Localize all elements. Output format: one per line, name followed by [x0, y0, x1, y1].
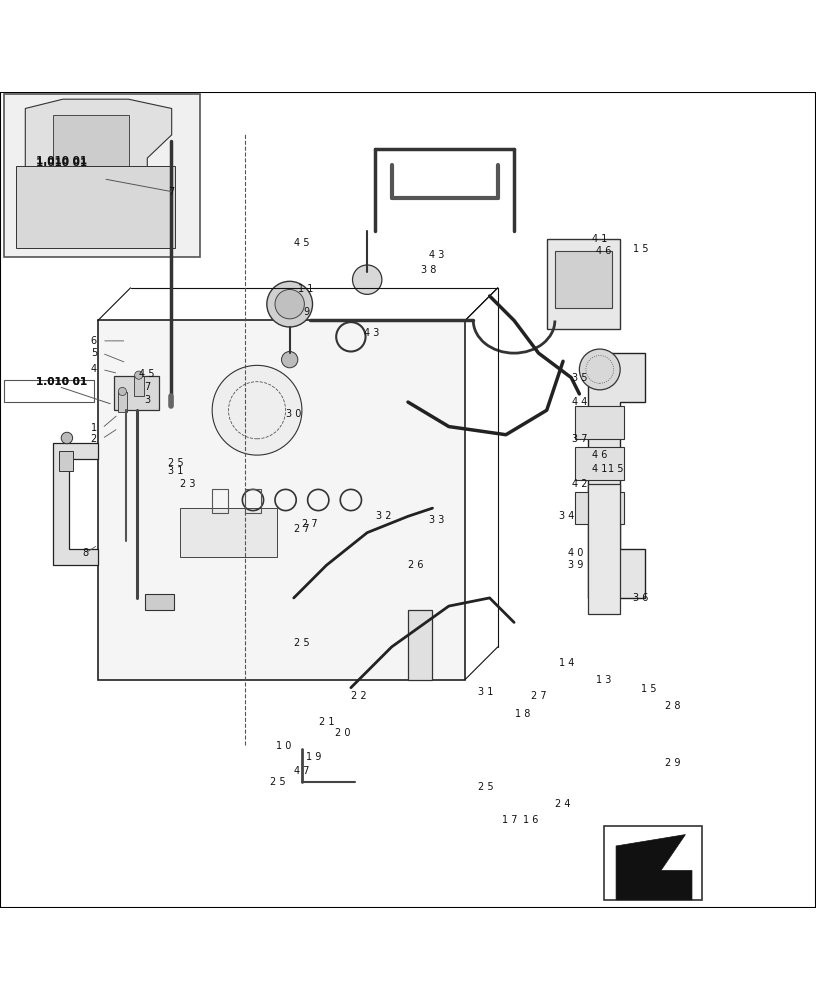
- Bar: [575, 492, 624, 524]
- Text: 3 3: 3 3: [429, 515, 444, 525]
- Bar: [114, 376, 159, 410]
- Polygon shape: [588, 353, 645, 598]
- Text: 4 3: 4 3: [364, 328, 379, 338]
- Bar: [134, 376, 144, 396]
- Polygon shape: [54, 115, 129, 166]
- Text: 1 3: 1 3: [596, 675, 611, 685]
- Text: 1.010 01: 1.010 01: [36, 158, 86, 168]
- Bar: [212, 489, 228, 513]
- Text: 1.010 01: 1.010 01: [36, 156, 86, 166]
- Text: 1 8: 1 8: [515, 709, 530, 719]
- Bar: [180, 508, 277, 557]
- Circle shape: [118, 387, 126, 396]
- Text: 3 0: 3 0: [286, 409, 301, 419]
- Text: 2 8: 2 8: [666, 701, 681, 711]
- Bar: [604, 826, 702, 900]
- Text: 5: 5: [91, 348, 97, 358]
- Text: 2 5: 2 5: [269, 777, 286, 787]
- Text: 2 4: 2 4: [556, 799, 570, 809]
- Text: 1 5: 1 5: [633, 244, 648, 254]
- Text: 1: 1: [91, 423, 97, 433]
- Text: 2 6: 2 6: [409, 560, 424, 570]
- Text: 3 1: 3 1: [168, 466, 183, 476]
- Text: 2 7: 2 7: [302, 519, 318, 529]
- Text: 4 5: 4 5: [295, 238, 309, 248]
- Polygon shape: [616, 835, 692, 900]
- Circle shape: [267, 281, 313, 327]
- Text: 3 7: 3 7: [572, 434, 587, 444]
- Text: 1 9: 1 9: [307, 752, 322, 762]
- Bar: [145, 594, 174, 610]
- Bar: [555, 251, 612, 308]
- Circle shape: [579, 349, 620, 390]
- Text: 2 9: 2 9: [666, 758, 681, 768]
- Text: 3 4: 3 4: [560, 511, 574, 521]
- Text: 2 2: 2 2: [351, 691, 367, 701]
- Text: 4 7: 4 7: [295, 766, 309, 776]
- Circle shape: [275, 289, 304, 319]
- Text: 4 3: 4 3: [429, 250, 444, 260]
- Text: 2 1: 2 1: [319, 717, 334, 727]
- Text: 1 1: 1 1: [299, 284, 313, 294]
- Text: 1 7: 1 7: [503, 815, 517, 825]
- Text: 3 1: 3 1: [478, 687, 493, 697]
- Text: 4 1: 4 1: [592, 234, 607, 244]
- Text: 4 5: 4 5: [140, 369, 154, 379]
- Text: 1.010 01: 1.010 01: [36, 377, 86, 387]
- Polygon shape: [98, 320, 465, 680]
- Bar: [4, 380, 94, 402]
- Text: 9: 9: [303, 307, 309, 317]
- Text: 3 5: 3 5: [572, 373, 587, 383]
- Bar: [118, 392, 127, 412]
- Circle shape: [212, 365, 302, 455]
- Text: 4 6: 4 6: [596, 246, 611, 256]
- Text: 2 5: 2 5: [294, 638, 310, 648]
- Bar: [588, 484, 620, 614]
- Text: 1 4: 1 4: [560, 658, 574, 668]
- Text: 3: 3: [144, 395, 150, 405]
- Bar: [575, 406, 624, 439]
- Text: 2: 2: [91, 434, 97, 444]
- Text: 4 1: 4 1: [592, 464, 607, 474]
- Text: 2 0: 2 0: [335, 728, 350, 738]
- Text: 3 6: 3 6: [633, 593, 648, 603]
- Text: 3 9: 3 9: [568, 560, 583, 570]
- Text: 4 2: 4 2: [572, 479, 587, 489]
- Bar: [575, 447, 624, 480]
- Text: 7: 7: [144, 382, 150, 392]
- Text: 3 2: 3 2: [376, 511, 391, 521]
- Polygon shape: [25, 99, 171, 243]
- Polygon shape: [16, 166, 175, 248]
- Circle shape: [61, 432, 73, 444]
- Text: 2 5: 2 5: [167, 458, 184, 468]
- Text: 8: 8: [82, 548, 89, 558]
- Bar: [547, 239, 620, 329]
- Text: 1 5: 1 5: [609, 464, 623, 474]
- Text: 4 6: 4 6: [592, 450, 607, 460]
- Text: 2 3: 2 3: [180, 479, 195, 489]
- Text: 3 8: 3 8: [421, 265, 436, 275]
- Circle shape: [353, 265, 382, 294]
- Circle shape: [282, 351, 298, 368]
- Text: 4: 4: [91, 364, 97, 374]
- Text: 2 7: 2 7: [294, 524, 310, 534]
- Bar: [4, 94, 200, 257]
- Text: 1 0: 1 0: [277, 741, 291, 751]
- Text: 4 4: 4 4: [572, 397, 587, 407]
- Text: 1 6: 1 6: [523, 815, 538, 825]
- Text: 7: 7: [168, 187, 175, 197]
- Text: 6: 6: [91, 336, 97, 346]
- Text: 2 5: 2 5: [477, 782, 494, 792]
- Bar: [245, 489, 261, 513]
- Text: 1 5: 1 5: [641, 684, 656, 694]
- Bar: [408, 610, 432, 680]
- Text: 1.010 01: 1.010 01: [36, 377, 86, 387]
- Text: 4 0: 4 0: [568, 548, 583, 558]
- Text: 2 7: 2 7: [530, 691, 547, 701]
- Circle shape: [135, 371, 143, 379]
- Polygon shape: [53, 443, 98, 565]
- Polygon shape: [59, 451, 73, 471]
